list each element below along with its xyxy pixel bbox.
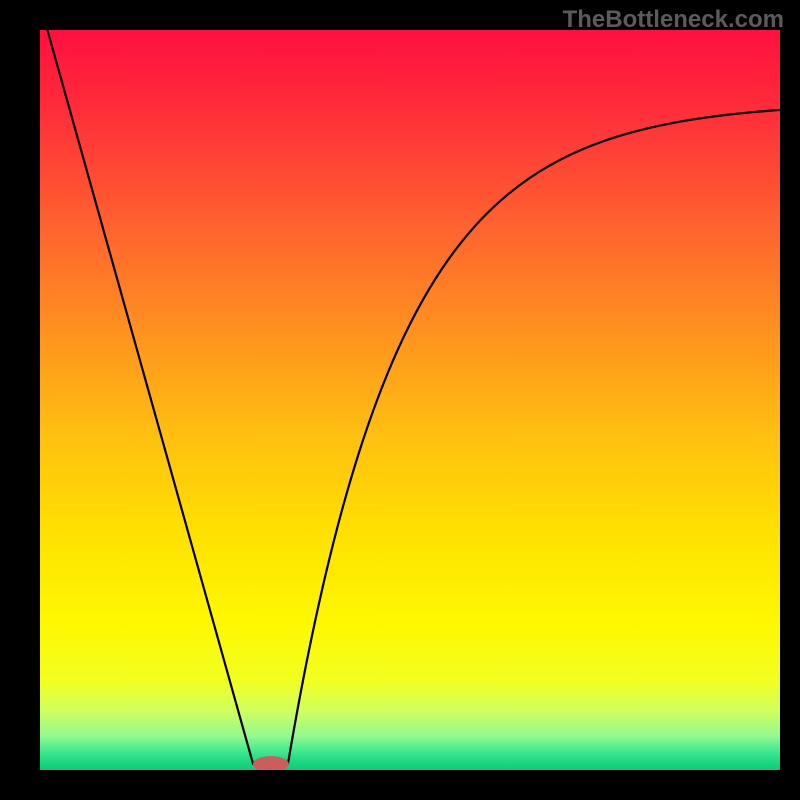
watermark-text: TheBottleneck.com [563,6,784,34]
bottleneck-chart-panel [40,30,780,770]
